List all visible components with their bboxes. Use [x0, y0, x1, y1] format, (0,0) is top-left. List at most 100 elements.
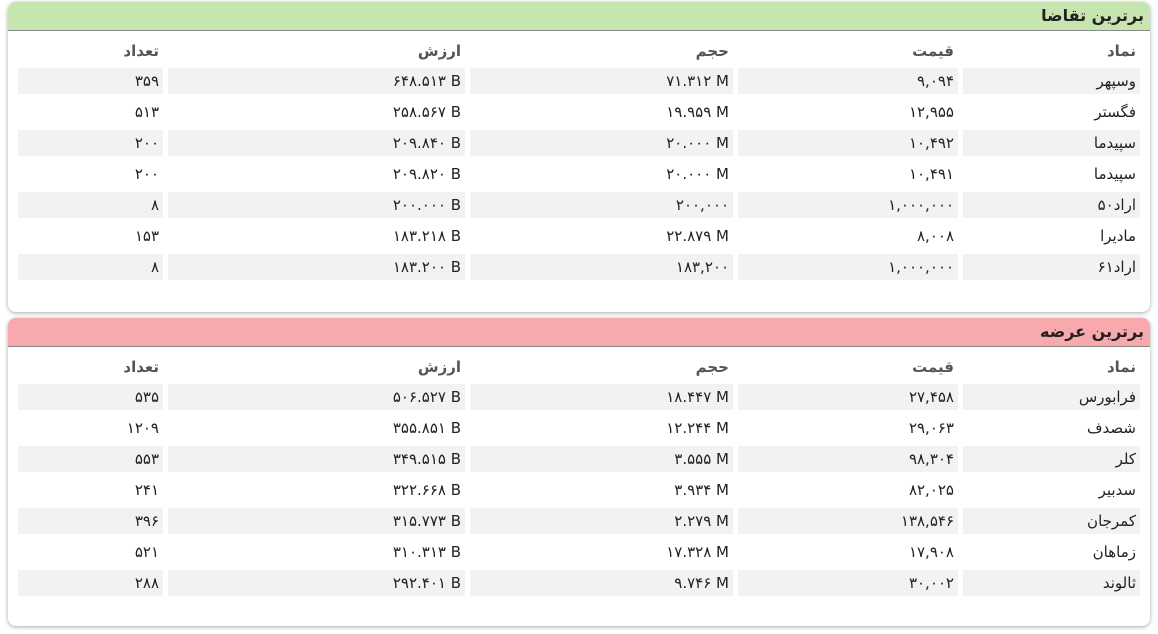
- cell-text: ۵۰۶.۵۲۷ B: [392, 388, 461, 406]
- cell-text: ۳۰,۰۰۲: [908, 574, 954, 592]
- value-cell: ۳۴۹.۵۱۵ B: [168, 446, 465, 472]
- panel-header: برترین عرضه: [8, 318, 1150, 347]
- symbol-cell: وسپهر: [963, 68, 1140, 94]
- table-panel: برترین عرضه نماد قیمت حجم ارزش تعداد فرابورس ۲۷…: [8, 318, 1150, 626]
- cell-text: فرابورس: [1078, 388, 1136, 406]
- value-cell: ۲۰.۰۰۰ M: [470, 161, 733, 187]
- cell-text: ۳.۹۳۴ M: [674, 481, 729, 499]
- value-cell: ۹,۰۹۴: [738, 68, 958, 94]
- cell-text: ۳۹۶: [134, 512, 159, 530]
- cell-text: ۲۰۰: [134, 134, 159, 152]
- value-cell: ۵۳۵: [18, 384, 163, 410]
- value-cell: ۱۲,۹۵۵: [738, 99, 958, 125]
- symbol-cell: کلر: [963, 446, 1140, 472]
- cell-text: ۸: [150, 258, 159, 276]
- cell-text: فگستر: [1094, 103, 1136, 121]
- cell-text: ۲۰۹.۸۴۰ B: [392, 134, 461, 152]
- cell-text: ۲۲.۸۷۹ M: [666, 227, 729, 245]
- header-text: حجم: [695, 358, 729, 376]
- symbol-cell: شصدف: [963, 415, 1140, 441]
- value-cell: ۱۲.۲۴۴ M: [470, 415, 733, 441]
- value-cell: ۵۰۶.۵۲۷ B: [168, 384, 465, 410]
- symbol-cell: ثالوند: [963, 570, 1140, 596]
- cell-text: ۳.۵۵۵ M: [674, 450, 729, 468]
- cell-text: ۲۰۰.۰۰۰ B: [392, 196, 461, 214]
- cell-text: ۲۹۲.۴۰۱ B: [392, 574, 461, 592]
- value-cell: ۶۴۸.۵۱۳ B: [168, 68, 465, 94]
- cell-text: ۳۱۵.۷۷۳ B: [392, 512, 461, 530]
- value-cell: ۱,۰۰۰,۰۰۰: [738, 192, 958, 218]
- header-text: نماد: [1106, 358, 1136, 376]
- cell-text: ۵۵۳: [134, 450, 159, 468]
- cell-text: ۲۰۹.۸۲۰ B: [392, 165, 461, 183]
- cell-text: ۱,۰۰۰,۰۰۰: [888, 196, 954, 214]
- symbol-cell: اراد۵۰: [963, 192, 1140, 218]
- cell-text: ۵۱۳: [134, 103, 159, 121]
- panel-title: برترین تقاضا: [1041, 6, 1144, 25]
- cell-text: ۱۲.۲۴۴ M: [666, 419, 729, 437]
- header-text: قیمت: [912, 42, 954, 60]
- value-cell: ۳۵۹: [18, 68, 163, 94]
- value-cell: ۱۸۳.۲۰۰ B: [168, 254, 465, 280]
- value-cell: ۳.۵۵۵ M: [470, 446, 733, 472]
- cell-text: ۱۸۳.۲۰۰ B: [392, 258, 461, 276]
- cell-text: ۲۰۰: [134, 165, 159, 183]
- symbol-cell: مادیرا: [963, 223, 1140, 249]
- cell-text: ۱۵۳: [134, 227, 159, 245]
- value-cell: ۲۰۰,۰۰۰: [470, 192, 733, 218]
- header-text: ارزش: [417, 42, 461, 60]
- value-cell: ۳۹۶: [18, 508, 163, 534]
- value-cell: ۱۵۳: [18, 223, 163, 249]
- symbol-cell: فگستر: [963, 99, 1140, 125]
- value-cell: ۸: [18, 254, 163, 280]
- value-cell: ۳۲۲.۶۶۸ B: [168, 477, 465, 503]
- column-header: نماد: [963, 38, 1140, 64]
- value-cell: ۱۰,۴۹۱: [738, 161, 958, 187]
- cell-text: ۳۱۰.۳۱۳ B: [392, 543, 461, 561]
- panel-header: برترین تقاضا: [8, 2, 1150, 31]
- cell-text: ۳۵۵.۸۵۱ B: [392, 419, 461, 437]
- value-cell: ۱۲۰۹: [18, 415, 163, 441]
- value-cell: ۷۱.۳۱۲ M: [470, 68, 733, 94]
- cell-text: سدبیر: [1098, 481, 1136, 499]
- cell-text: ۷۱.۳۱۲ M: [666, 72, 729, 90]
- value-cell: ۹.۷۴۶ M: [470, 570, 733, 596]
- value-cell: ۲۰۹.۸۴۰ B: [168, 130, 465, 156]
- cell-text: ۸,۰۰۸: [917, 227, 954, 245]
- cell-text: ۲۵۸.۵۶۷ B: [392, 103, 461, 121]
- cell-text: ۲۰.۰۰۰ M: [666, 165, 729, 183]
- value-cell: ۲۲.۸۷۹ M: [470, 223, 733, 249]
- symbol-cell: کمرجان: [963, 508, 1140, 534]
- column-header: تعداد: [18, 38, 163, 64]
- value-cell: ۲۰۰: [18, 161, 163, 187]
- symbol-cell: سدبیر: [963, 477, 1140, 503]
- cell-text: ۲۹,۰۶۳: [908, 419, 954, 437]
- cell-text: ۳۵۹: [134, 72, 159, 90]
- cell-text: سپیدما: [1093, 165, 1136, 183]
- header-text: نماد: [1106, 42, 1136, 60]
- cell-text: مادیرا: [1100, 227, 1136, 245]
- symbol-cell: سپیدما: [963, 161, 1140, 187]
- value-cell: ۲.۲۷۹ M: [470, 508, 733, 534]
- value-cell: ۲۷,۴۵۸: [738, 384, 958, 410]
- cell-text: ۱۸۳.۲۱۸ B: [392, 227, 461, 245]
- value-cell: ۹۸,۳۰۴: [738, 446, 958, 472]
- value-cell: ۲۵۸.۵۶۷ B: [168, 99, 465, 125]
- cell-text: ۲۰۰,۰۰۰: [675, 196, 729, 214]
- cell-text: ۸: [150, 196, 159, 214]
- value-cell: ۱۰,۴۹۲: [738, 130, 958, 156]
- panel-title: برترین عرضه: [1040, 322, 1144, 341]
- cell-text: ۲۴۱: [134, 481, 159, 499]
- value-cell: ۱۷,۹۰۸: [738, 539, 958, 565]
- value-cell: ۲۸۸: [18, 570, 163, 596]
- value-cell: ۵۱۳: [18, 99, 163, 125]
- cell-text: ۱۰,۴۹۱: [908, 165, 954, 183]
- value-cell: ۱۳۸,۵۴۶: [738, 508, 958, 534]
- table-panel: برترین تقاضا نماد قیمت حجم ارزش تعداد وسپهر ۹,۰…: [8, 2, 1150, 312]
- value-cell: ۱۸۳.۲۱۸ B: [168, 223, 465, 249]
- value-cell: ۲۰۰: [18, 130, 163, 156]
- cell-text: ۸۲,۰۲۵: [908, 481, 954, 499]
- value-cell: ۱۸.۴۴۷ M: [470, 384, 733, 410]
- cell-text: ۲.۲۷۹ M: [674, 512, 729, 530]
